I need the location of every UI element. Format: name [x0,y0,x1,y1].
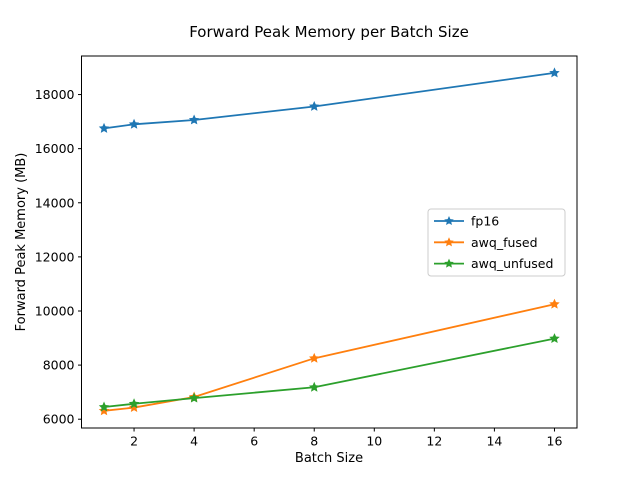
legend-label: awq_fused [471,235,538,250]
x-tick-label: 6 [250,434,258,449]
series-line-fp16 [103,72,555,130]
data-point-marker-awq_fused [549,298,560,309]
x-tick-label: 12 [426,434,442,449]
x-axis: 2 4 6 8 10 12 14 16 [130,428,562,449]
data-point-marker-awq_unfused [98,401,110,412]
axes-spines [81,55,578,429]
y-tick-label: 12000 [35,249,75,264]
legend-marker-star-icon [444,216,454,226]
series-line-awq_unfused [103,337,555,408]
y-axis: 6000 8000 10000 12000 14000 16000 18000 [35,87,82,427]
series-awq_fused [98,298,560,416]
x-tick-label: 14 [486,434,502,449]
data-point-marker-awq_unfused [549,333,560,344]
plot-area: 2 4 6 8 10 12 14 16 6000 8000 10000 12000 14000 16000… [35,55,578,449]
x-tick-label: 8 [310,434,318,449]
data-point-marker-awq_unfused [309,381,320,392]
y-tick-label: 18000 [35,87,75,102]
x-tick-label: 2 [130,434,138,449]
legend-label: fp16 [471,214,499,229]
series-line-awq_fused [103,303,555,412]
y-tick-label: 6000 [43,412,75,427]
legend: fp16 awq_fused awq_unfused [427,208,566,277]
legend-item-awq_unfused: awq_unfused [434,256,553,271]
y-tick-label: 8000 [43,358,75,373]
x-tick-label: 4 [190,434,198,449]
legend-item-fp16: fp16 [434,214,499,229]
y-tick-label: 10000 [35,303,75,318]
data-point-marker-awq_fused [309,352,320,363]
series-fp16 [98,67,560,133]
x-axis-label: Batch Size [295,451,363,466]
data-point-marker-awq_unfused [128,398,140,409]
legend-marker-star-icon [444,237,454,247]
y-tick-label: 16000 [35,141,75,156]
y-tick-label: 14000 [35,195,75,210]
legend-label: awq_unfused [471,256,553,271]
legend-box [427,208,566,277]
series-awq_unfused [98,333,560,412]
legend-marker-star-icon [444,258,454,268]
x-tick-label: 16 [547,434,563,449]
data-point-marker-awq_fused [128,402,140,413]
data-point-marker-awq_fused [98,405,110,416]
data-point-marker-fp16 [98,122,110,133]
data-point-marker-fp16 [309,100,320,111]
data-point-marker-fp16 [549,67,560,78]
data-point-marker-awq_unfused [188,392,200,403]
x-tick-label: 10 [366,434,382,449]
chart-title: Forward Peak Memory per Batch Size [189,23,469,41]
legend-item-awq_fused: awq_fused [434,235,538,250]
data-point-marker-fp16 [188,114,200,125]
data-point-marker-fp16 [128,118,140,129]
y-axis-label: Forward Peak Memory (MB) [14,153,29,332]
